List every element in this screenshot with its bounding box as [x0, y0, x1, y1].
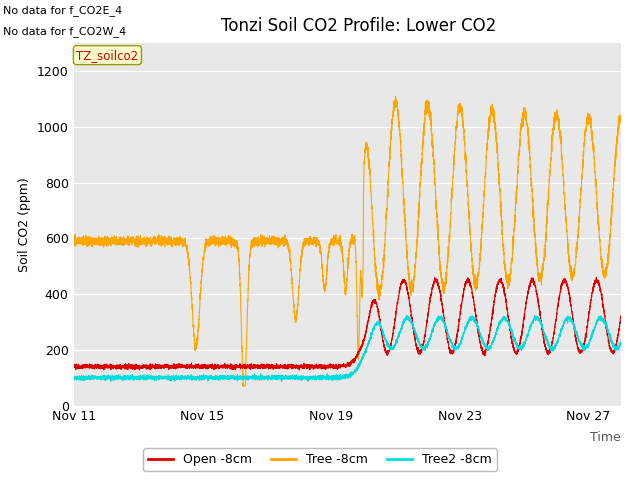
Legend: Open -8cm, Tree -8cm, Tree2 -8cm: Open -8cm, Tree -8cm, Tree2 -8cm	[143, 448, 497, 471]
Text: Time: Time	[590, 431, 621, 444]
Text: TZ_soilco2: TZ_soilco2	[76, 48, 138, 61]
Text: No data for f_CO2W_4: No data for f_CO2W_4	[3, 26, 127, 37]
Y-axis label: Soil CO2 (ppm): Soil CO2 (ppm)	[19, 177, 31, 272]
Text: No data for f_CO2E_4: No data for f_CO2E_4	[3, 5, 122, 16]
Text: Tonzi Soil CO2 Profile: Lower CO2: Tonzi Soil CO2 Profile: Lower CO2	[221, 17, 496, 35]
